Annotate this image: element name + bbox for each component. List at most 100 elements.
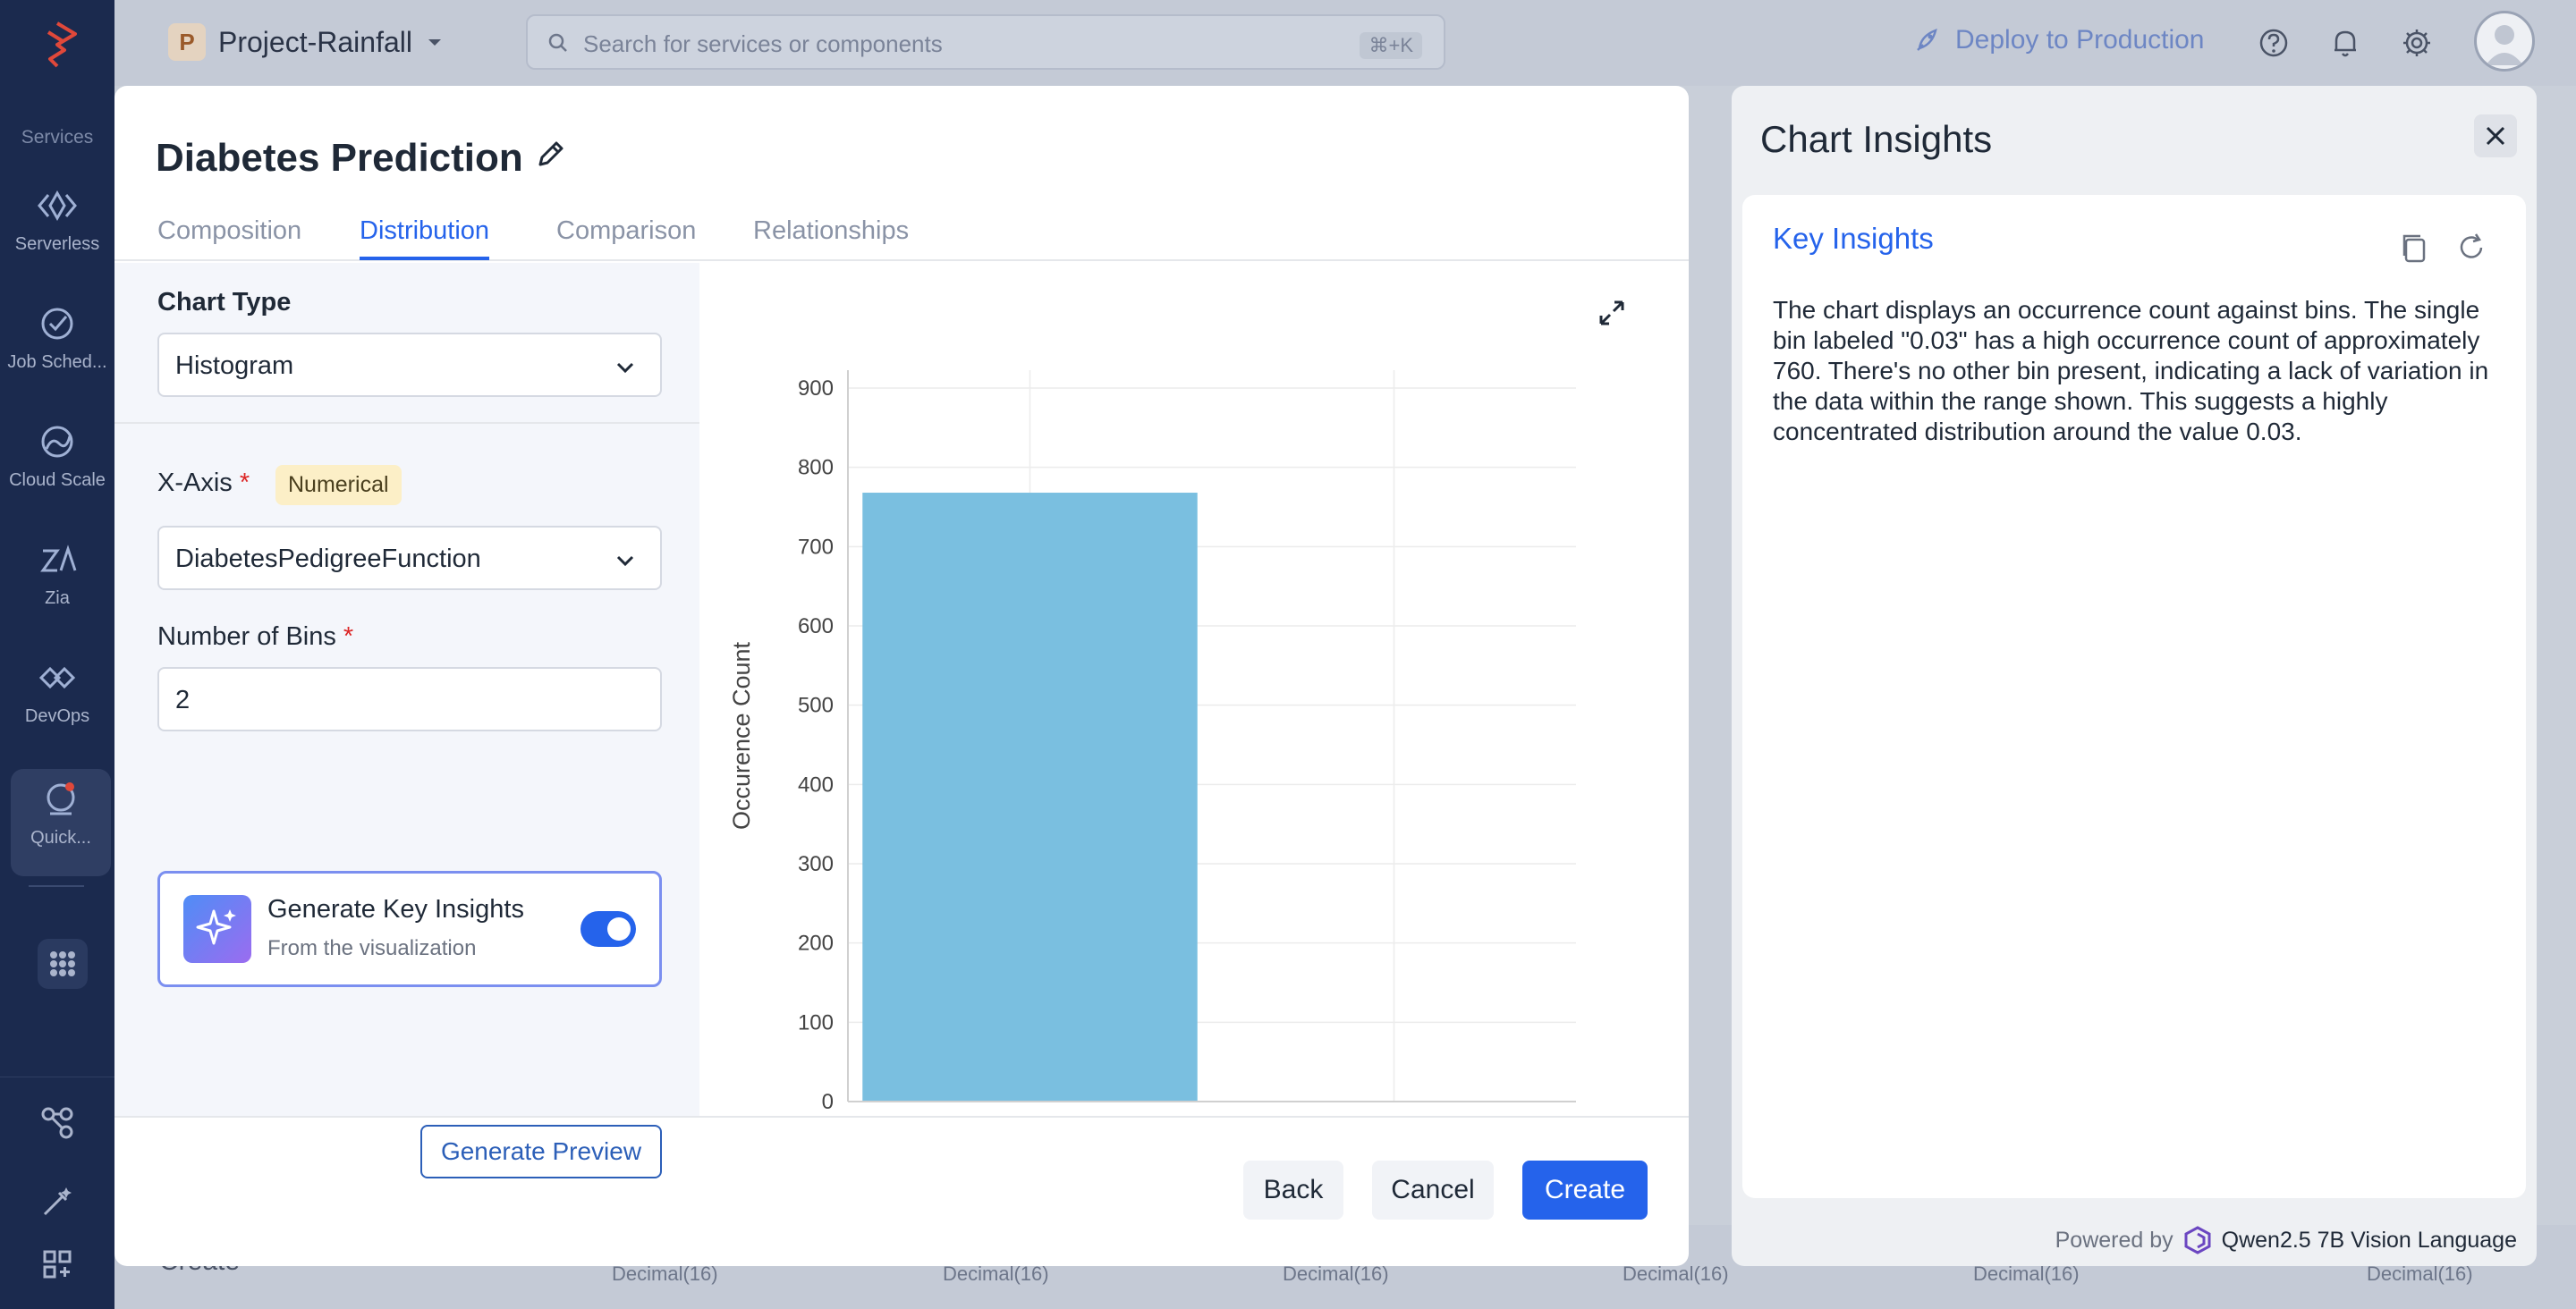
rail-item-cloud-scale[interactable]: Cloud Scale bbox=[0, 411, 114, 519]
left-rail: Services Serverless Job Sched... Cloud S… bbox=[0, 0, 114, 1309]
insights-toggle[interactable] bbox=[580, 911, 636, 947]
close-button[interactable] bbox=[2474, 114, 2517, 157]
histogram-bar bbox=[862, 493, 1198, 1102]
modal-footer: Back Cancel Create bbox=[114, 1116, 1689, 1266]
toggle-knob bbox=[607, 917, 631, 941]
cancel-button[interactable]: Cancel bbox=[1372, 1161, 1494, 1220]
quickml-icon bbox=[47, 782, 75, 815]
key-insights-title: Key Insights bbox=[1773, 222, 1934, 255]
tab-composition[interactable]: Composition bbox=[157, 216, 302, 245]
rail-item-devops[interactable]: DevOps bbox=[0, 647, 114, 755]
required-mark: * bbox=[239, 469, 250, 497]
y-axis-title: Occurence Count bbox=[728, 641, 755, 830]
tab-bar: Composition Distribution Comparison Rela… bbox=[114, 216, 1689, 261]
widgets-icon[interactable] bbox=[39, 1246, 75, 1282]
bell-icon[interactable] bbox=[2327, 25, 2363, 61]
insights-text: The chart displays an occurrence count a… bbox=[1773, 296, 2489, 445]
user-icon bbox=[2486, 25, 2523, 65]
copy-icon[interactable] bbox=[2397, 231, 2431, 265]
pencil-icon[interactable] bbox=[533, 136, 569, 172]
chart-type-select[interactable]: Histogram bbox=[157, 333, 662, 397]
rail-item-label: Quick... bbox=[30, 828, 91, 848]
powered-by: Powered by Qwen2.5 7B Vision Language bbox=[2055, 1225, 2517, 1255]
help-icon[interactable] bbox=[2256, 25, 2292, 61]
y-tick-label: 700 bbox=[798, 535, 834, 559]
rocket-icon bbox=[1917, 28, 1937, 51]
apps-grid-button[interactable] bbox=[38, 939, 88, 989]
rail-item-label: Serverless bbox=[14, 234, 100, 254]
chart-type-value: Histogram bbox=[175, 351, 294, 380]
y-tick-label: 400 bbox=[798, 773, 834, 797]
panel-divider bbox=[114, 422, 699, 424]
deploy-button[interactable]: Deploy to Production bbox=[1912, 25, 2205, 55]
integrations-icon[interactable] bbox=[39, 1105, 75, 1141]
generate-insights-card[interactable]: Generate Key Insights From the visualiza… bbox=[157, 871, 662, 987]
sparkle-badge bbox=[183, 895, 251, 963]
key-insights-card: Key Insights The chart displays an occur… bbox=[1742, 195, 2526, 1198]
refresh-icon[interactable] bbox=[2454, 231, 2488, 265]
job-scheduling-icon bbox=[41, 308, 73, 340]
project-switcher[interactable]: P Project-Rainfall bbox=[168, 23, 445, 61]
search-shortcut: ⌘+K bbox=[1360, 32, 1422, 59]
y-tick-label: 500 bbox=[798, 694, 834, 718]
search-input[interactable]: Search for services or components ⌘+K bbox=[526, 14, 1445, 70]
xaxis-select[interactable]: DiabetesPedigreeFunction bbox=[157, 526, 662, 590]
user-avatar[interactable] bbox=[2474, 11, 2535, 72]
y-tick-label: 800 bbox=[798, 456, 834, 480]
y-tick-label: 300 bbox=[798, 852, 834, 876]
magic-wand-icon[interactable] bbox=[39, 1184, 75, 1220]
rail-item-job-scheduling[interactable]: Job Sched... bbox=[0, 293, 114, 401]
search-placeholder: Search for services or components bbox=[583, 30, 943, 57]
top-bar: P Project-Rainfall Search for services o… bbox=[114, 0, 2576, 86]
tab-distribution[interactable]: Distribution bbox=[360, 216, 490, 260]
column-type: Decimal(16) bbox=[1283, 1263, 1389, 1285]
insights-subtitle: From the visualization bbox=[267, 936, 477, 960]
bins-label-text: Number of Bins bbox=[157, 622, 336, 651]
xaxis-label-text: X-Axis bbox=[157, 469, 233, 497]
y-tick-label: 100 bbox=[798, 1010, 834, 1035]
app-logo-icon[interactable] bbox=[32, 20, 82, 70]
chart-modal: Diabetes Prediction Composition Distribu… bbox=[114, 86, 1689, 1266]
rail-item-label: Zia bbox=[45, 588, 70, 608]
caret-down-icon bbox=[428, 39, 441, 46]
insights-title: Generate Key Insights bbox=[267, 895, 524, 924]
gear-icon[interactable] bbox=[2399, 25, 2435, 61]
column-type: Decimal(16) bbox=[2367, 1263, 2473, 1285]
rail-item-label: DevOps bbox=[24, 706, 90, 726]
apps-grid-icon bbox=[50, 951, 75, 976]
expand-icon[interactable] bbox=[1597, 299, 1626, 327]
tab-comparison[interactable]: Comparison bbox=[556, 216, 697, 245]
histogram-chart: 01002003004005006007008009000.030.17bins… bbox=[728, 370, 1576, 1184]
serverless-icon bbox=[38, 190, 77, 222]
chart-area: 01002003004005006007008009000.030.17bins… bbox=[699, 263, 1689, 1184]
close-icon bbox=[2486, 126, 2505, 146]
rail-item-serverless[interactable]: Serverless bbox=[0, 175, 114, 283]
bins-label: Number of Bins * bbox=[157, 622, 353, 652]
modal-title: Diabetes Prediction bbox=[156, 136, 523, 180]
rail-section-label: Services bbox=[21, 127, 94, 148]
required-mark: * bbox=[343, 622, 354, 651]
xaxis-value: DiabetesPedigreeFunction bbox=[175, 545, 481, 573]
rail-item-zia[interactable]: Zia bbox=[0, 529, 114, 637]
rail-item-quickml[interactable]: Quick... bbox=[11, 769, 111, 876]
y-tick-label: 900 bbox=[798, 376, 834, 401]
generate-preview-button[interactable]: Generate Preview bbox=[420, 1125, 662, 1178]
chevron-down-icon bbox=[616, 362, 634, 374]
rail-divider bbox=[29, 885, 84, 887]
chart-type-label: Chart Type bbox=[157, 288, 292, 317]
zia-icon bbox=[40, 545, 77, 572]
bins-input[interactable]: 2 bbox=[157, 667, 662, 731]
rail-item-label: Job Sched... bbox=[7, 352, 107, 372]
numerical-tag: Numerical bbox=[275, 465, 402, 505]
devops-icon bbox=[38, 666, 76, 689]
chart-insights-panel: Chart Insights Key Insights The chart di… bbox=[1732, 86, 2537, 1266]
config-panel: Chart Type Histogram X-Axis * Numerical … bbox=[114, 263, 699, 1178]
powered-by-label: Powered by bbox=[2055, 1227, 2174, 1253]
sparkle-icon bbox=[196, 909, 236, 945]
back-button[interactable]: Back bbox=[1243, 1161, 1343, 1220]
project-badge: P bbox=[168, 23, 206, 61]
column-type: Decimal(16) bbox=[1973, 1263, 2080, 1285]
create-button[interactable]: Create bbox=[1522, 1161, 1648, 1220]
project-name: Project-Rainfall bbox=[218, 25, 412, 58]
tab-relationships[interactable]: Relationships bbox=[753, 216, 910, 245]
